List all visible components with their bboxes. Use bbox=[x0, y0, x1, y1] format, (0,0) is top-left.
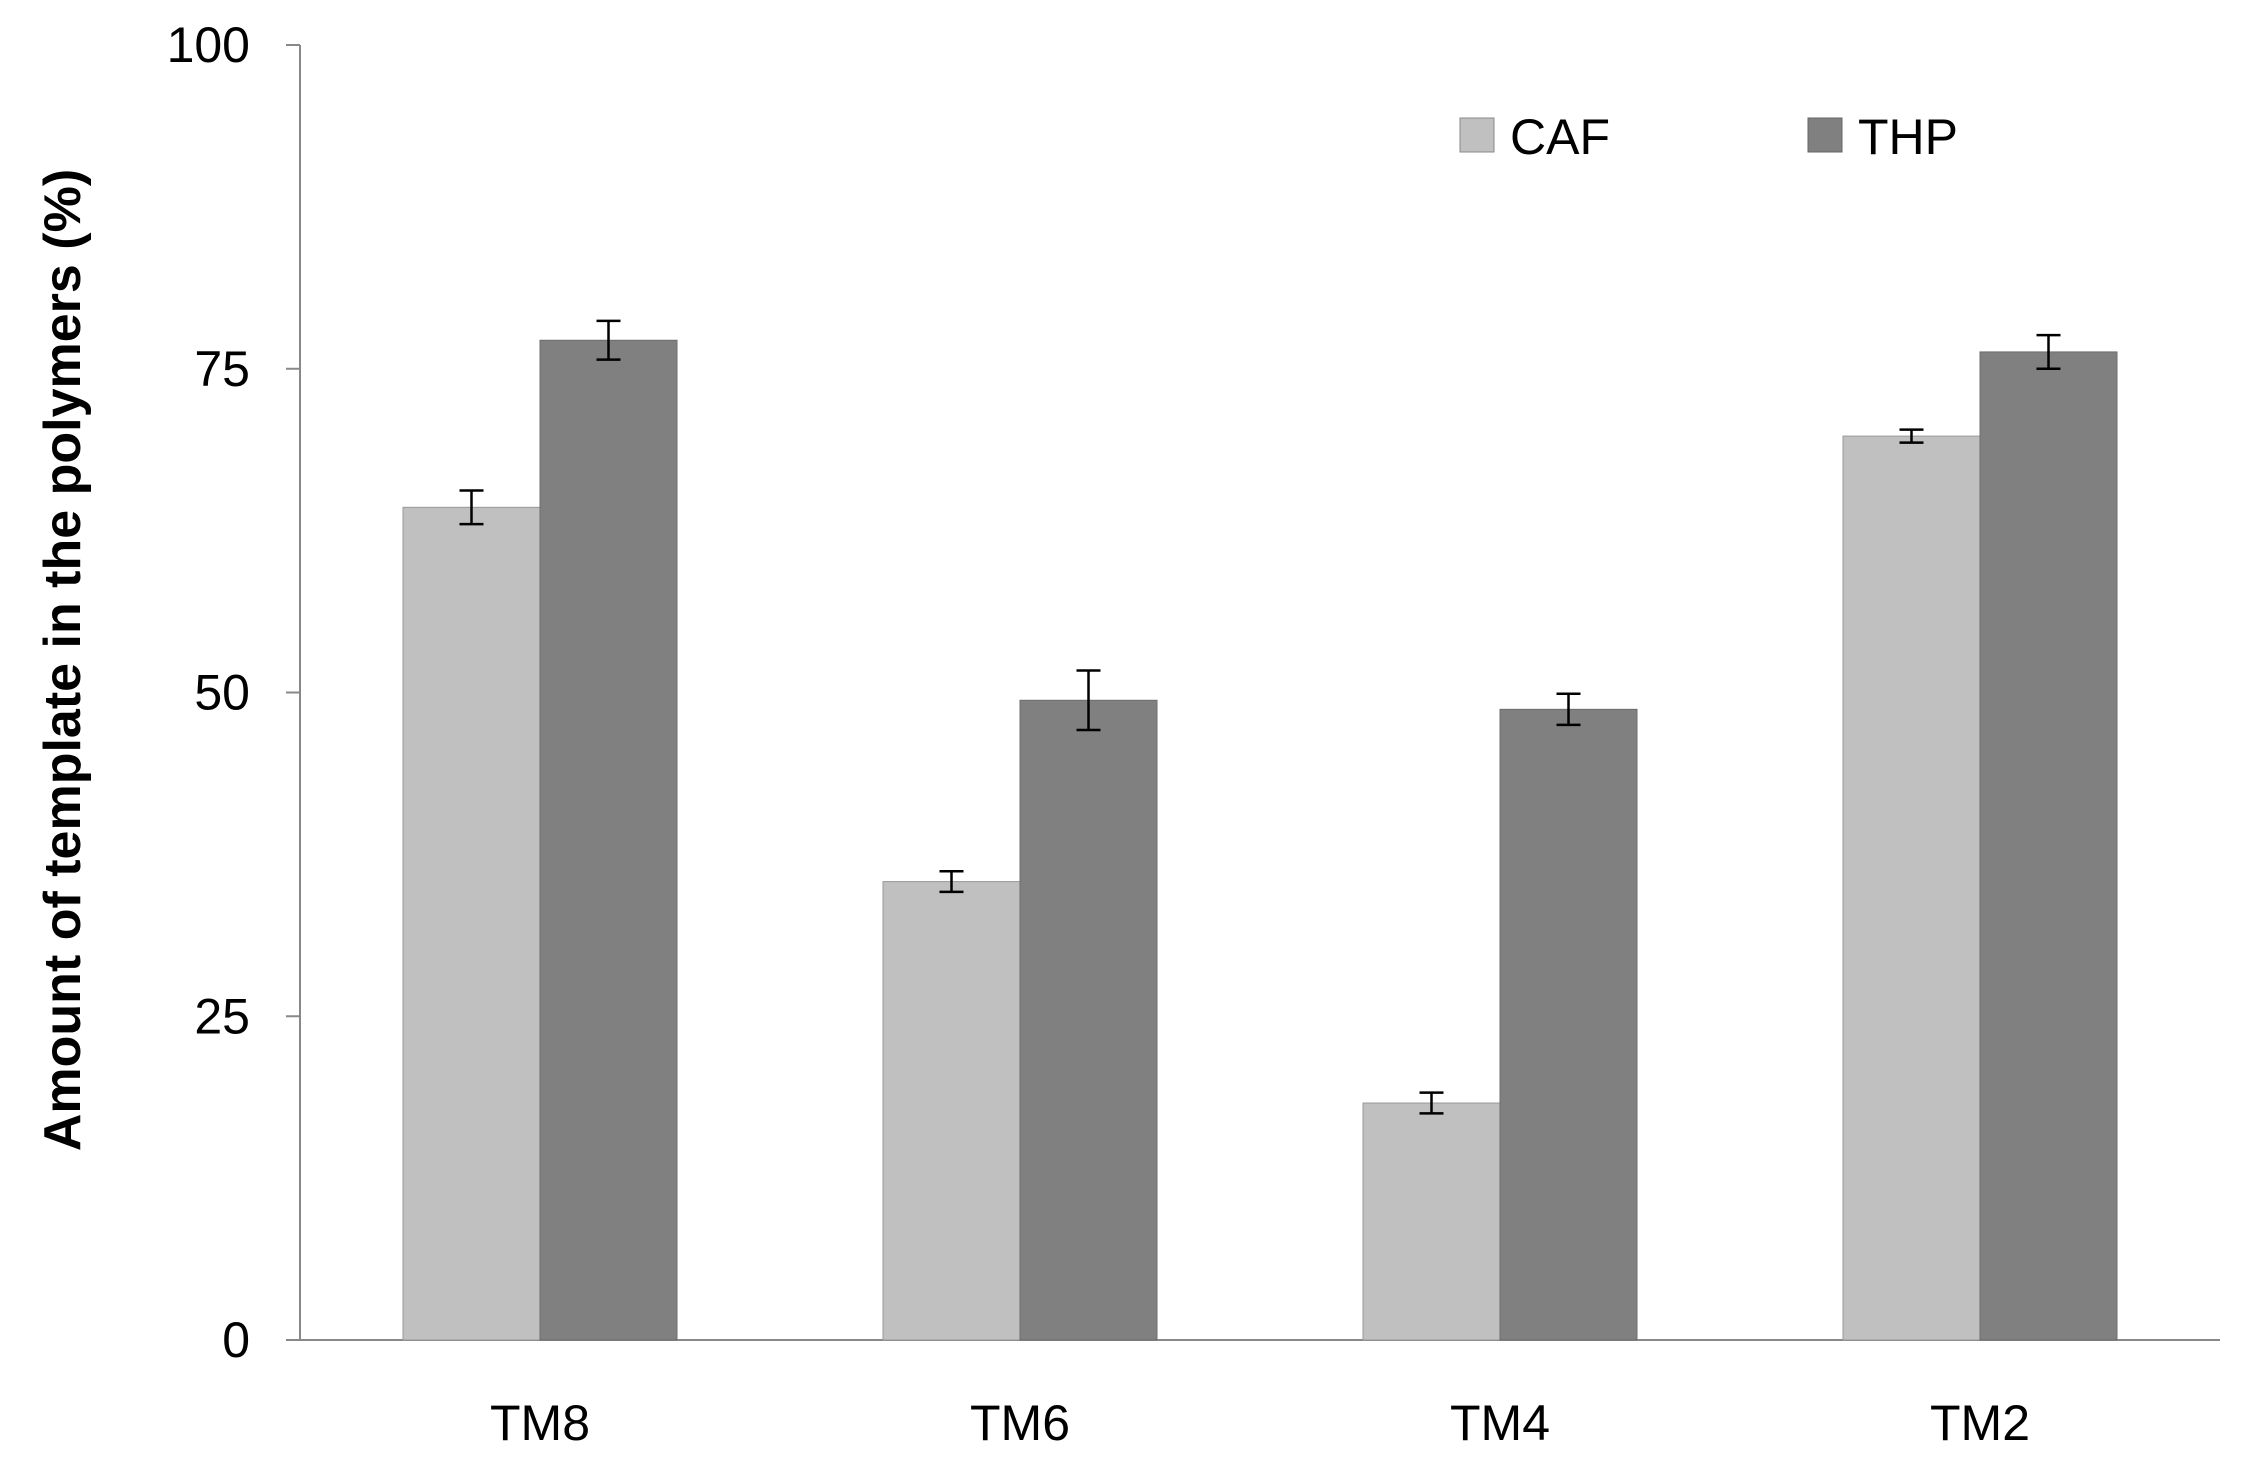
error-bars bbox=[459, 319, 2061, 1115]
y-tick-label: 75 bbox=[194, 341, 250, 397]
legend-label-caf: CAF bbox=[1510, 109, 1610, 165]
bar-caf-tm6 bbox=[882, 881, 1021, 1341]
y-tick-label: 0 bbox=[222, 1312, 250, 1368]
legend-swatch-caf bbox=[1459, 117, 1495, 153]
bars bbox=[402, 339, 2118, 1341]
x-tick-label-tm6: TM6 bbox=[970, 1395, 1070, 1451]
bar-caf-tm4 bbox=[1362, 1102, 1501, 1341]
x-tick-label-tm4: TM4 bbox=[1450, 1395, 1550, 1451]
legend-swatch-thp bbox=[1807, 117, 1843, 153]
legend-label-thp: THP bbox=[1858, 109, 1958, 165]
y-ticks: 0 25 50 75 100 bbox=[167, 17, 300, 1368]
bar-caf-tm2 bbox=[1842, 435, 1981, 1341]
x-tick-label-tm8: TM8 bbox=[490, 1395, 590, 1451]
bar-thp-tm6 bbox=[1019, 699, 1158, 1341]
y-axis-title: Amount of template in the polymers (%) bbox=[34, 169, 92, 1151]
y-tick-label: 100 bbox=[167, 17, 250, 73]
y-tick-label: 50 bbox=[194, 665, 250, 721]
category-labels: TM8 TM6 TM4 TM2 bbox=[490, 1395, 2030, 1451]
bar-thp-tm2 bbox=[1979, 351, 2118, 1341]
bar-caf-tm8 bbox=[402, 506, 541, 1341]
legend: CAF THP bbox=[1459, 109, 1958, 165]
y-tick-label: 25 bbox=[194, 988, 250, 1044]
bar-thp-tm4 bbox=[1499, 708, 1638, 1341]
x-tick-label-tm2: TM2 bbox=[1930, 1395, 2030, 1451]
bar-thp-tm8 bbox=[539, 339, 678, 1341]
